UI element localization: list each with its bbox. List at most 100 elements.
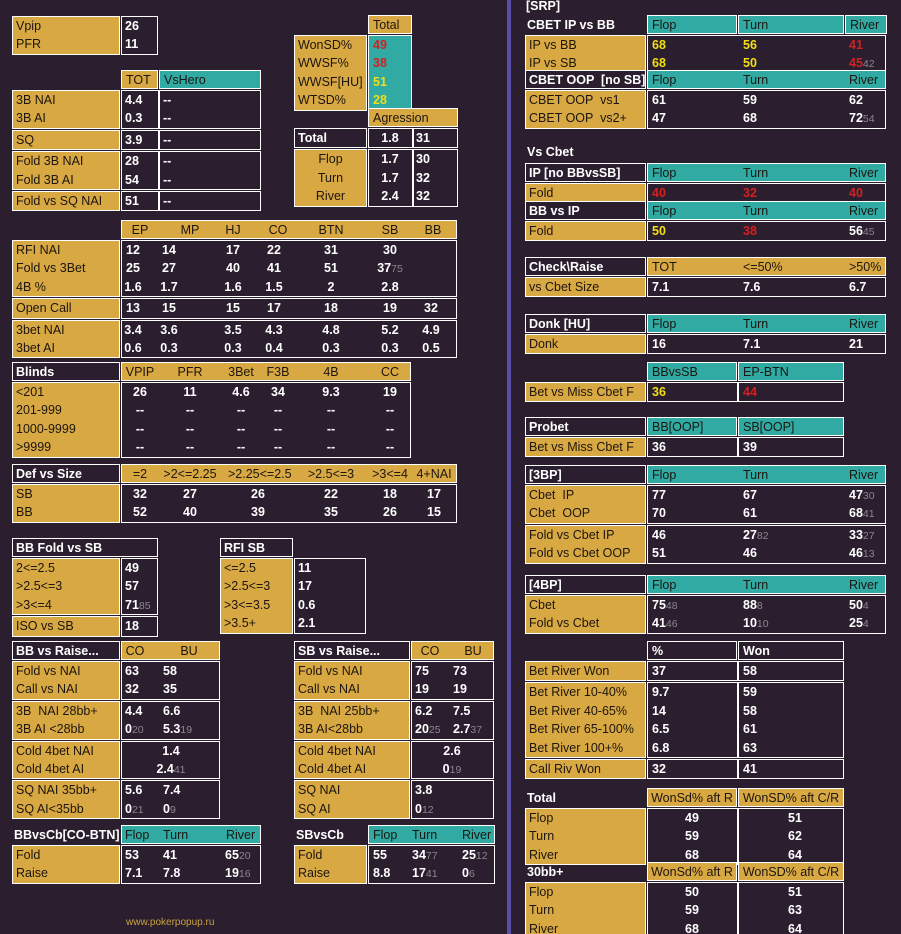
- bbcb-stat: 53: [125, 848, 139, 862]
- vpip-value-block: [121, 16, 158, 55]
- stat-value: 0: [442, 762, 450, 776]
- sbcb-header-2: River: [462, 827, 492, 842]
- vpip-stat: 26: [125, 19, 139, 33]
- river-value-block: [647, 759, 844, 780]
- defsize-header-1: >2<=2.25: [163, 466, 217, 481]
- tot-stat: 0.3: [125, 111, 143, 126]
- p3bp-stat: 70: [652, 506, 666, 521]
- defsize-stat: 18: [383, 487, 397, 501]
- tot-row-label: Fold 3B AI: [16, 172, 74, 187]
- checkraise-row-label: vs Cbet Size: [529, 280, 600, 294]
- wsd_30bb-row-label: River: [529, 921, 559, 934]
- stat-value: 2.7: [453, 722, 471, 737]
- cbet_oop-row-label: CBET OOP vs2+: [529, 111, 627, 126]
- bbraise-row-label: Call vs NAI: [16, 682, 78, 697]
- positions-stat: 31: [324, 243, 338, 257]
- tot-column-separator: [158, 90, 160, 129]
- positions-stat: 40: [226, 261, 240, 276]
- defsize-header-0: =2: [132, 466, 148, 481]
- missbet-header-0: BBvsSB: [652, 364, 698, 379]
- cbet_ip-row-label: IP vs SB: [529, 56, 577, 71]
- bbraise-header-1: BU: [180, 643, 198, 658]
- stat-value: 0: [125, 722, 132, 737]
- p3bp-row-label: Fold vs Cbet IP: [529, 527, 615, 542]
- donk-value-block: [647, 334, 886, 355]
- sample-count: 82: [756, 529, 769, 542]
- cbet_oop-stat: 59: [743, 93, 757, 107]
- river-stat: 6.5: [652, 722, 670, 737]
- positions-header-1: MP: [180, 222, 200, 237]
- blinds-title-cell: [12, 362, 120, 381]
- stat-value: 50: [652, 224, 666, 238]
- vc_ip-row-label: Fold: [529, 186, 554, 200]
- footer-link[interactable]: www.pokerpopup.ru: [126, 917, 215, 928]
- bbraise-stat: 35: [163, 682, 177, 697]
- blinds-stat: 4.6: [232, 385, 250, 399]
- blinds-stat: --: [385, 440, 395, 455]
- p3bp-row-label: Fold vs Cbet OOP: [529, 546, 631, 561]
- bbcb-row-label: Fold: [16, 848, 41, 862]
- positions-stat: 19: [383, 301, 397, 316]
- sample-count: 21: [131, 803, 144, 816]
- column-divider: [507, 0, 511, 934]
- stat-value: 20: [415, 722, 429, 737]
- wonsd-stat: 38: [373, 54, 433, 72]
- vc_bb-header-1: Turn: [743, 203, 769, 218]
- rfisb-row-label: >2.5<=3: [224, 579, 271, 594]
- stat-value: 44: [743, 385, 757, 399]
- bbraise-label-block: [12, 740, 120, 780]
- vc_bb-label-block: [525, 221, 646, 242]
- blinds-header-1: PFR: [177, 364, 203, 379]
- wsd_30bb-header-cell: [647, 862, 737, 881]
- tot-value-block: [121, 90, 261, 129]
- p4bp-title-cell: [525, 575, 646, 594]
- river-stat: 59: [743, 685, 757, 700]
- section-label-srp: [SRP]: [526, 0, 561, 13]
- vc_ip-stat: 32: [743, 184, 803, 202]
- positions-stat: 1.7: [160, 279, 178, 294]
- aggr-label-block: [294, 128, 367, 149]
- stat-value: 0: [125, 801, 132, 816]
- positions-value-block: [121, 240, 457, 298]
- donk-row-label: Donk: [529, 337, 559, 351]
- positions-stat: 51: [324, 261, 338, 276]
- donk-label-block: [525, 334, 646, 355]
- rfisb-title-cell: [220, 538, 293, 557]
- sbraise-row-label: 3B NAI 25bb+: [298, 703, 380, 718]
- bbcb-header-0: Flop: [125, 827, 150, 842]
- checkraise-header-0: TOT: [652, 259, 677, 274]
- probet-title: Probet: [529, 419, 569, 434]
- positions-stat: 13: [126, 301, 140, 316]
- sbraise-label-block: [294, 780, 410, 820]
- tot-stat: 54: [125, 172, 139, 187]
- checkraise-header-1: <=50%: [743, 259, 783, 274]
- sbraise-value-block: [411, 700, 494, 740]
- vc_bb-value-block: [647, 221, 886, 242]
- stat-value: 41: [652, 616, 666, 631]
- sbraise-row-label: Cold 4bet NAI: [298, 743, 376, 758]
- vpip-stat: 11: [125, 37, 139, 52]
- p3bp-stat: 4730: [849, 486, 901, 504]
- river-stat: 9.7: [652, 685, 670, 700]
- checkraise-title: Check\Raise: [529, 259, 604, 274]
- probet-title-cell: [525, 417, 646, 436]
- p3bp-stat: 3327: [849, 526, 901, 544]
- bbraise-stat: 32: [125, 682, 139, 697]
- tot-column-separator: [158, 129, 160, 151]
- stat-value: 25: [462, 848, 476, 862]
- vc_ip-header-1: Turn: [743, 165, 769, 180]
- blinds-stat: --: [326, 403, 336, 418]
- cbet_ip-header-cell: [738, 15, 844, 34]
- positions-row-label: RFI NAI: [16, 243, 61, 257]
- positions-stat: 15: [226, 301, 240, 316]
- positions-stat: 32: [424, 301, 438, 316]
- aggr-stat: 1.7: [381, 152, 399, 167]
- bbcb-stat: 1916: [225, 864, 285, 882]
- defsize-value-block: [121, 484, 457, 523]
- rfisb-row-label: <=2.5: [224, 561, 256, 575]
- checkraise-header-row: [647, 257, 886, 276]
- sample-count: 41: [425, 868, 438, 881]
- bbraise-stat: 09: [163, 800, 223, 818]
- wsd_30bb-label-block: [525, 882, 646, 934]
- positions-stat: [406, 259, 456, 277]
